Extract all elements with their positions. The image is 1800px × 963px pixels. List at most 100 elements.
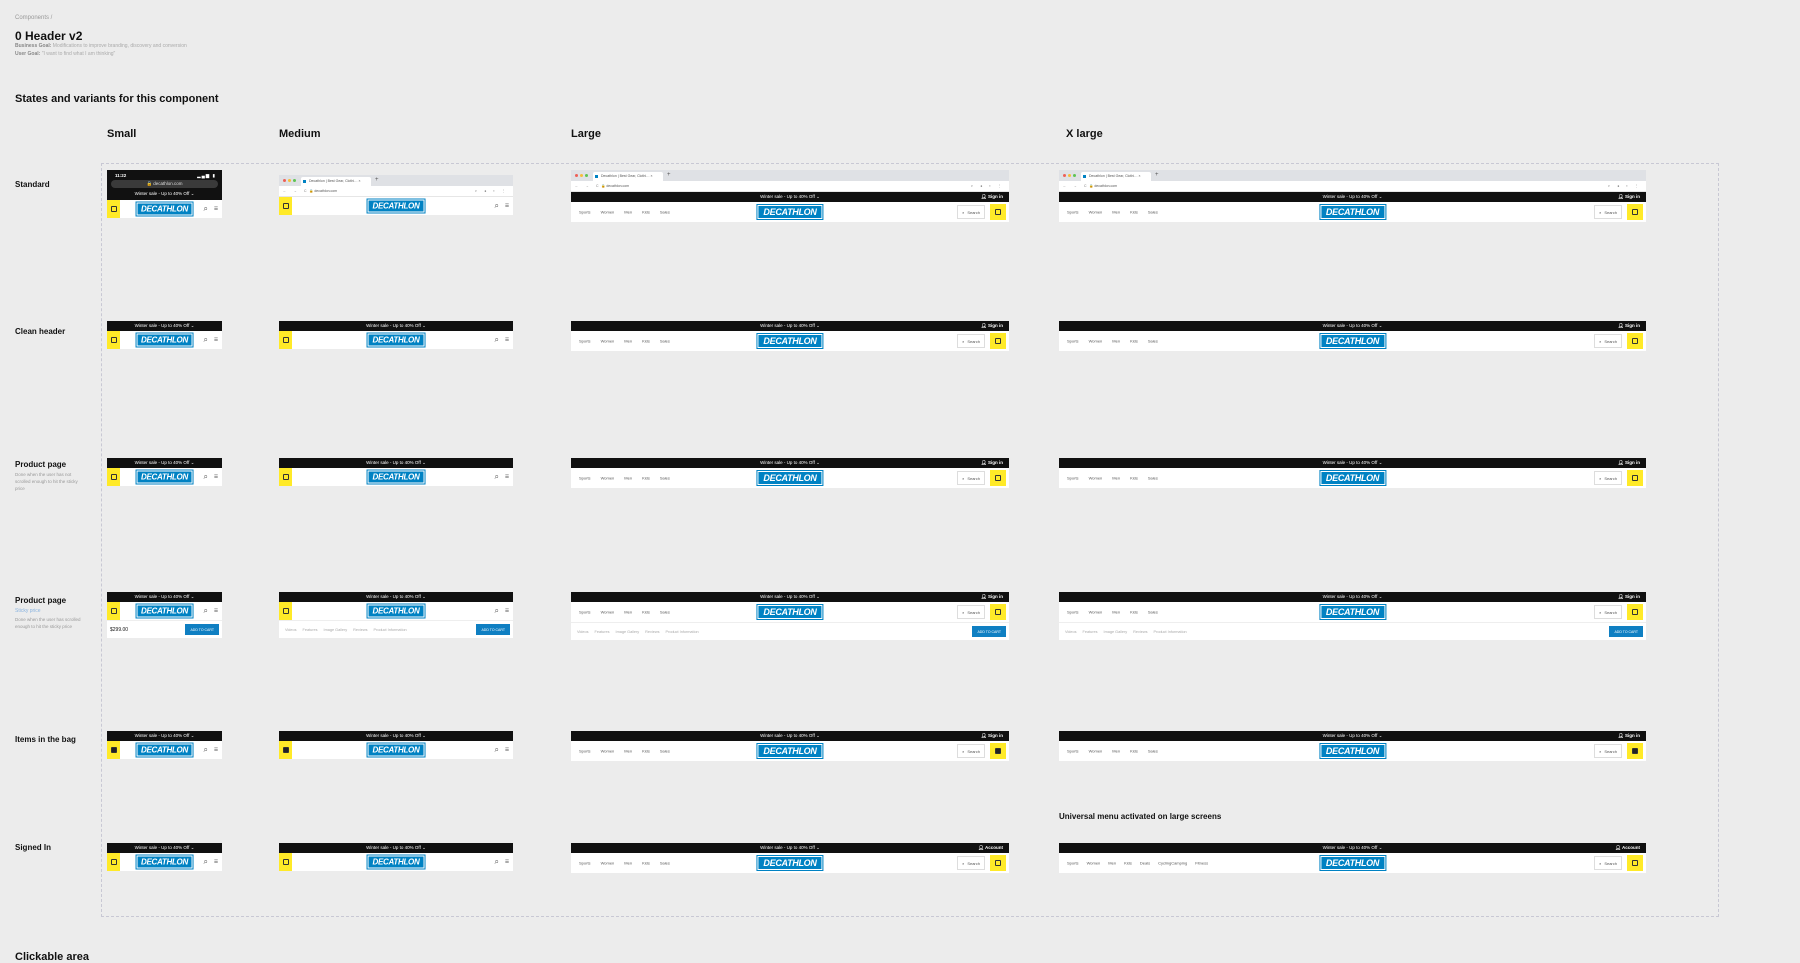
nav-item-sales[interactable]: Sales <box>1147 609 1158 615</box>
search-button[interactable]: ⌕ Search <box>957 471 985 485</box>
promo-text[interactable]: Winter sale - Up to 40% Off ⌄ <box>366 594 426 599</box>
menu-icon[interactable]: ≡ <box>213 205 218 213</box>
nav-item-sales[interactable]: Sales <box>659 475 670 481</box>
browser-nav-icons[interactable]: ← → C <box>283 189 310 193</box>
nav-item-men[interactable]: Men <box>624 475 633 481</box>
search-button[interactable]: ⌕ Search <box>1594 205 1622 219</box>
product-tab[interactable]: Features <box>302 627 318 632</box>
decathlon-logo[interactable]: DECATHLON <box>135 469 194 485</box>
promo-banner[interactable]: Winter sale - Up to 40% Off ⌄ 👤︎ Sign in <box>571 458 1009 468</box>
promo-banner[interactable]: Winter sale - Up to 40% Off ⌄ 👤︎ Sign in <box>571 731 1009 741</box>
product-tab[interactable]: Reviews <box>645 629 660 634</box>
close-window-button[interactable] <box>575 174 578 177</box>
nav-item-kids[interactable]: Kids <box>642 609 650 615</box>
sign-in-link[interactable]: 👤︎ Sign in <box>1618 594 1640 599</box>
nav-item-sales[interactable]: Sales <box>659 860 670 866</box>
menu-icon[interactable]: ≡ <box>504 336 509 344</box>
nav-item-women[interactable]: Women <box>1088 338 1103 344</box>
nav-item-sports[interactable]: Sports <box>1067 475 1079 481</box>
sign-in-link[interactable]: 👤︎ Sign in <box>1618 323 1640 328</box>
nav-item-sports[interactable]: Sports <box>1067 748 1079 754</box>
promo-text[interactable]: Winter sale - Up to 40% Off ⌄ <box>760 733 820 738</box>
sign-in-link[interactable]: 👤︎ Sign in <box>1618 460 1640 465</box>
menu-icon[interactable]: ≡ <box>213 746 218 754</box>
bag-button[interactable] <box>279 331 292 349</box>
promo-banner[interactable]: Winter sale - Up to 40% Off ⌄ <box>279 592 513 602</box>
decathlon-logo[interactable]: DECATHLON <box>1318 204 1387 220</box>
promo-banner[interactable]: Winter sale - Up to 40% Off ⌄ 👤︎ Sign in <box>571 321 1009 331</box>
decathlon-logo[interactable]: DECATHLON <box>756 743 824 759</box>
promo-banner[interactable]: Winter sale - Up to 40% Off ⌄ <box>107 843 222 853</box>
search-button[interactable]: ⌕ Search <box>1594 605 1622 619</box>
nav-item-kids[interactable]: Kids <box>1124 860 1132 866</box>
promo-text[interactable]: Winter sale - Up to 40% Off ⌄ <box>366 323 426 328</box>
promo-text[interactable]: Winter sale - Up to 40% Off ⌄ <box>366 460 426 465</box>
menu-icon[interactable]: ≡ <box>504 202 509 210</box>
product-tab[interactable]: Image Gallery <box>1103 629 1128 634</box>
promo-text[interactable]: Winter sale - Up to 40% Off ⌄ <box>1322 733 1383 738</box>
add-to-cart-button[interactable]: ADD TO CART <box>185 624 219 635</box>
url-bar[interactable]: ← → C 🔒 decathlon.com ◐ ● ▪ ⋮ <box>571 181 1009 192</box>
menu-icon[interactable]: ≡ <box>213 858 218 866</box>
nav-item-men[interactable]: Men <box>1112 748 1121 754</box>
search-button[interactable]: ⌕ Search <box>1594 744 1622 758</box>
nav-item-men[interactable]: Men <box>624 748 633 754</box>
promo-text[interactable]: Winter sale - Up to 40% Off ⌄ <box>134 733 195 738</box>
bag-button[interactable] <box>107 853 120 871</box>
menu-icon[interactable]: ≡ <box>213 473 218 481</box>
decathlon-logo[interactable]: DECATHLON <box>756 855 824 871</box>
sign-in-link[interactable]: 👤︎ Sign in <box>981 460 1003 465</box>
nav-item-women[interactable]: Women <box>1086 860 1101 866</box>
extensions-icons[interactable]: ◐ ● ▪ ⋮ <box>475 189 508 193</box>
promo-text[interactable]: Winter sale - Up to 40% Off ⌄ <box>760 460 820 465</box>
product-tab[interactable]: Videos <box>1065 629 1077 634</box>
decathlon-logo[interactable]: DECATHLON <box>1318 604 1387 620</box>
search-button[interactable]: ⌕ Search <box>957 334 985 348</box>
decathlon-logo[interactable]: DECATHLON <box>366 198 426 214</box>
minimize-window-button[interactable] <box>580 174 583 177</box>
nav-item-kids[interactable]: Kids <box>1130 338 1138 344</box>
product-tab[interactable]: Reviews <box>1133 629 1148 634</box>
sign-in-link[interactable]: 👤︎ Sign in <box>981 323 1003 328</box>
search-icon[interactable]: ⌕ <box>494 745 499 754</box>
decathlon-logo[interactable]: DECATHLON <box>1318 470 1387 486</box>
promo-text[interactable]: Winter sale - Up to 40% Off ⌄ <box>1322 594 1383 599</box>
promo-text[interactable]: Winter sale - Up to 40% Off ⌄ <box>760 194 820 199</box>
nav-item-fitness[interactable]: Fitness <box>1195 860 1209 866</box>
promo-banner[interactable]: Winter sale - Up to 40% Off ⌄ <box>279 843 513 853</box>
product-tab[interactable]: Features <box>594 629 610 634</box>
browser-nav-icons[interactable]: ← → C <box>1063 184 1090 188</box>
bag-button[interactable] <box>279 468 292 486</box>
search-button[interactable]: ⌕ Search <box>957 856 985 870</box>
promo-banner[interactable]: Winter sale - Up to 40% Off ⌄ 👤︎ Sign in <box>571 592 1009 602</box>
account-link[interactable]: 👤︎ Account <box>978 845 1003 850</box>
browser-nav-icons[interactable]: ← → C <box>575 184 602 188</box>
product-tab[interactable]: Features <box>1082 629 1098 634</box>
browser-tab[interactable]: Decathlon | Best Gear, Clothi… × <box>593 172 663 181</box>
promo-text[interactable]: Winter sale - Up to 40% Off ⌄ <box>134 323 195 328</box>
search-icon[interactable]: ⌕ <box>494 201 499 210</box>
nav-item-women[interactable]: Women <box>600 475 615 481</box>
bag-button[interactable] <box>1627 743 1643 759</box>
promo-banner[interactable]: Winter sale - Up to 40% Off ⌄ <box>107 321 222 331</box>
promo-banner[interactable]: Winter sale - Up to 40% Off ⌄ 👤︎ Sign in <box>1059 592 1646 602</box>
product-tab[interactable]: Videos <box>577 629 589 634</box>
product-tab[interactable]: Videos <box>285 627 297 632</box>
decathlon-logo[interactable]: DECATHLON <box>366 603 426 619</box>
nav-item-women[interactable]: Women <box>600 609 615 615</box>
search-icon[interactable]: ⌕ <box>203 335 208 344</box>
add-to-cart-button[interactable]: ADD TO CART <box>476 624 510 635</box>
nav-item-sales[interactable]: Sales <box>1147 475 1158 481</box>
add-to-cart-button[interactable]: ADD TO CART <box>972 626 1006 637</box>
sign-in-link[interactable]: 👤︎ Sign in <box>981 194 1003 199</box>
nav-item-sales[interactable]: Sales <box>659 748 670 754</box>
search-icon[interactable]: ⌕ <box>494 606 499 615</box>
new-tab-button[interactable]: + <box>375 177 379 183</box>
search-button[interactable]: ⌕ Search <box>957 744 985 758</box>
nav-item-sports[interactable]: Sports <box>579 209 591 215</box>
product-tab[interactable]: Image Gallery <box>615 629 640 634</box>
bag-button[interactable] <box>1627 204 1643 220</box>
add-to-cart-button[interactable]: ADD TO CART <box>1609 626 1643 637</box>
bag-button[interactable] <box>990 855 1006 871</box>
nav-item-men[interactable]: Men <box>1112 338 1121 344</box>
